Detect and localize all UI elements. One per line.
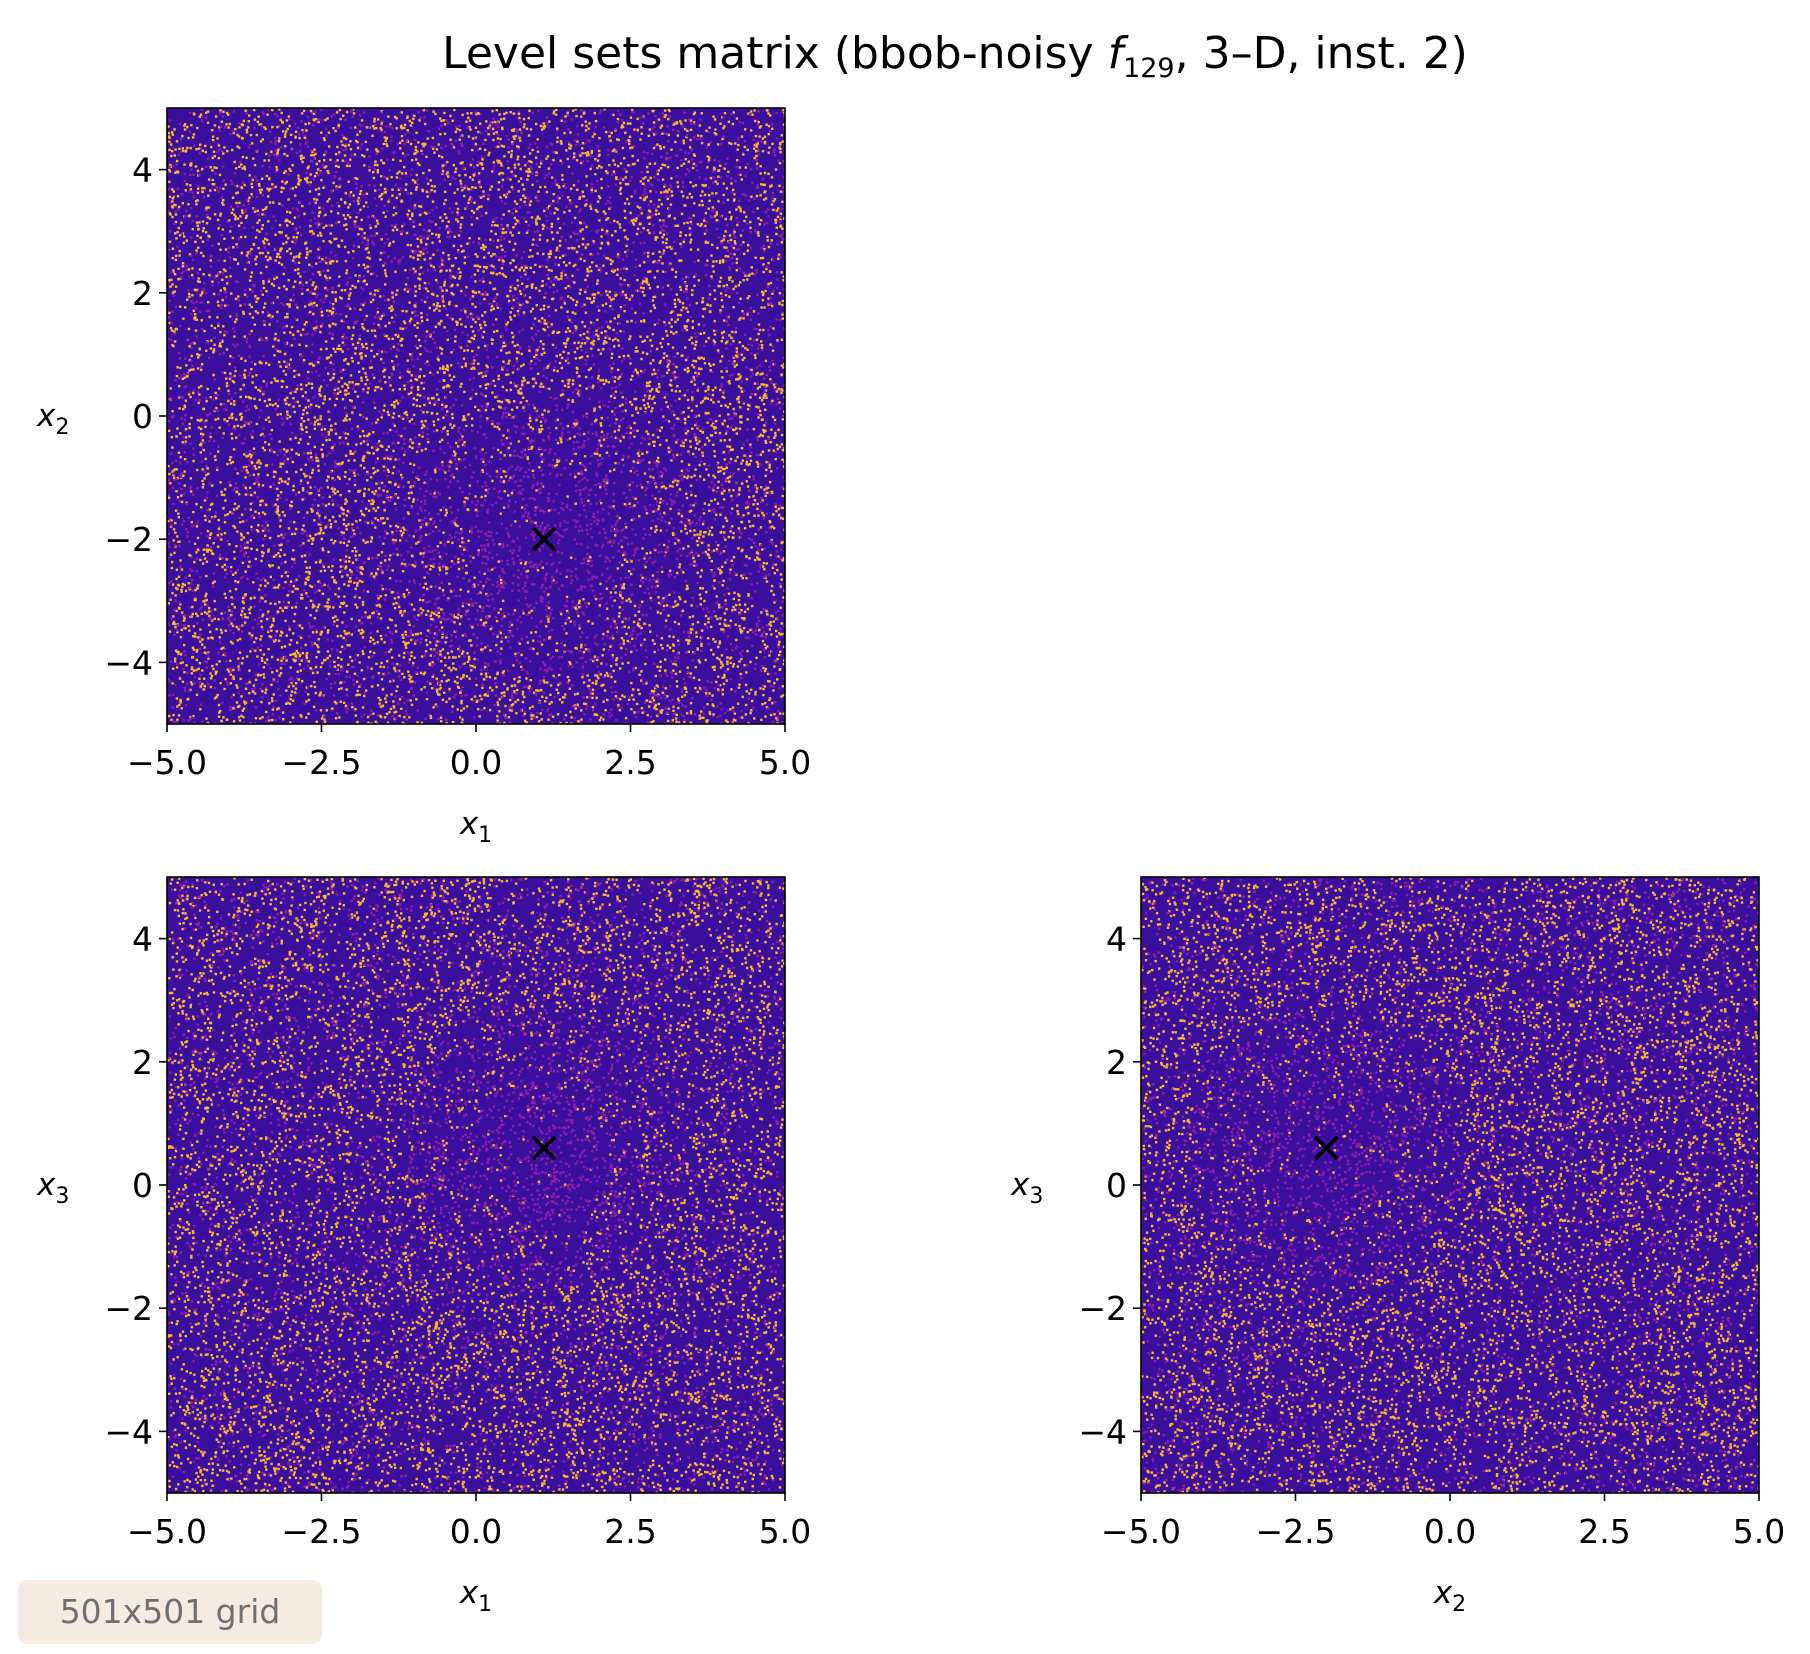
x-tick-label: 2.5 [604, 1512, 656, 1551]
panel-x2-x3: −5.0 −2.5 0.0 2.5 5.0 −4 −2 0 2 4 x2 x3 [1010, 876, 1785, 1617]
x-axis-label: x1 [459, 1575, 492, 1617]
figure-title: Level sets matrix (bbob-noisy f129, 3–D,… [442, 28, 1468, 84]
x-tick-label: 5.0 [759, 743, 811, 782]
optimum-marker [531, 1135, 557, 1161]
optimum-marker [1314, 1135, 1339, 1161]
y-tick-label: 2 [132, 1043, 153, 1082]
x-tick-label: 5.0 [759, 1512, 811, 1551]
y-axis-label: x3 [36, 1167, 69, 1209]
y-tick-label: −4 [104, 1412, 153, 1451]
y-tick-label: 0 [1106, 1166, 1127, 1205]
x-tick-label: 0.0 [1424, 1512, 1476, 1551]
figure-title-func-subscript: 129 [1123, 53, 1175, 84]
y-axis-label: x3 [1010, 1167, 1043, 1209]
grid-size-note: 501x501 grid [18, 1580, 322, 1644]
y-tick-label: −2 [104, 520, 153, 559]
heatmap-texture [1141, 877, 1759, 1493]
y-tick-label: 2 [132, 274, 153, 313]
x-tick-label: −2.5 [281, 1512, 361, 1551]
y-tick-label: 0 [132, 397, 153, 436]
y-tick-label: −2 [104, 1289, 153, 1328]
y-tick-label: −4 [104, 643, 153, 682]
y-tick-label: 0 [132, 1166, 153, 1205]
x-tick-label: 0.0 [450, 1512, 502, 1551]
y-tick-label: 4 [132, 151, 153, 190]
figure-title-suffix: , 3–D, inst. 2) [1175, 28, 1468, 79]
x-tick-label: −2.5 [1255, 1512, 1335, 1551]
x-tick-label: −5.0 [1101, 1512, 1181, 1551]
x-tick-label: 0.0 [450, 743, 502, 782]
panel-x1-x3: −5.0 −2.5 0.0 2.5 5.0 −4 −2 0 2 4 x1 x3 [36, 876, 811, 1617]
heatmap-texture [167, 108, 785, 724]
panels-layer: −5.0 −2.5 0.0 2.5 5.0 −4 −2 0 2 4 x1 x2 −5.0 −2.5 0.0 2… [36, 107, 1785, 1617]
x-tick-label: −5.0 [127, 1512, 207, 1551]
figure-title-prefix: Level sets matrix (bbob-noisy [442, 28, 1107, 79]
y-tick-label: 4 [132, 920, 153, 959]
x-axis-label: x2 [1433, 1575, 1466, 1617]
panel-x1-x2: −5.0 −2.5 0.0 2.5 5.0 −4 −2 0 2 4 x1 x2 [36, 107, 811, 848]
x-tick-label: 2.5 [1578, 1512, 1630, 1551]
x-tick-label: 2.5 [604, 743, 656, 782]
heatmap-texture [167, 877, 785, 1493]
y-tick-label: −4 [1078, 1412, 1127, 1451]
y-tick-label: 2 [1106, 1043, 1127, 1082]
y-tick-label: 4 [1106, 920, 1127, 959]
x-tick-label: −5.0 [127, 743, 207, 782]
heatmap-background [167, 877, 785, 1493]
y-tick-label: −2 [1078, 1289, 1127, 1328]
optimum-marker [531, 526, 557, 552]
x-tick-label: −2.5 [281, 743, 361, 782]
x-axis-label: x1 [459, 806, 492, 848]
y-axis-label: x2 [36, 398, 69, 440]
heatmap-background [167, 108, 785, 724]
x-tick-label: 5.0 [1733, 1512, 1785, 1551]
